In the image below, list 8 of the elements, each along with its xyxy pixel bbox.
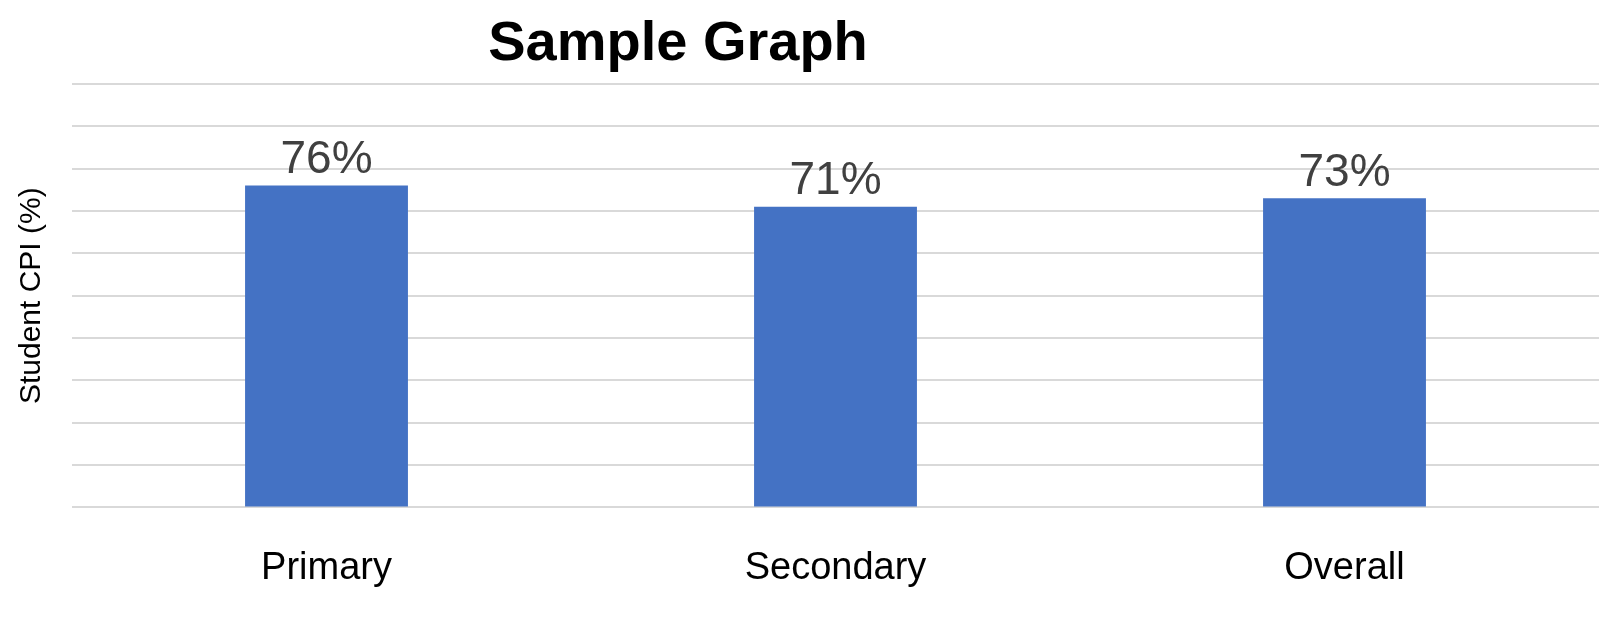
chart-title: Sample Graph xyxy=(487,8,869,73)
x-tick-label: Overall xyxy=(1284,544,1405,587)
x-tick-label: Primary xyxy=(261,544,392,587)
data-label: 76% xyxy=(280,131,373,184)
data-label: 71% xyxy=(789,152,882,205)
x-tick-label: Secondary xyxy=(744,544,927,587)
y-axis-title: Student CPI (%) xyxy=(13,187,47,405)
data-label: 73% xyxy=(1298,144,1391,197)
